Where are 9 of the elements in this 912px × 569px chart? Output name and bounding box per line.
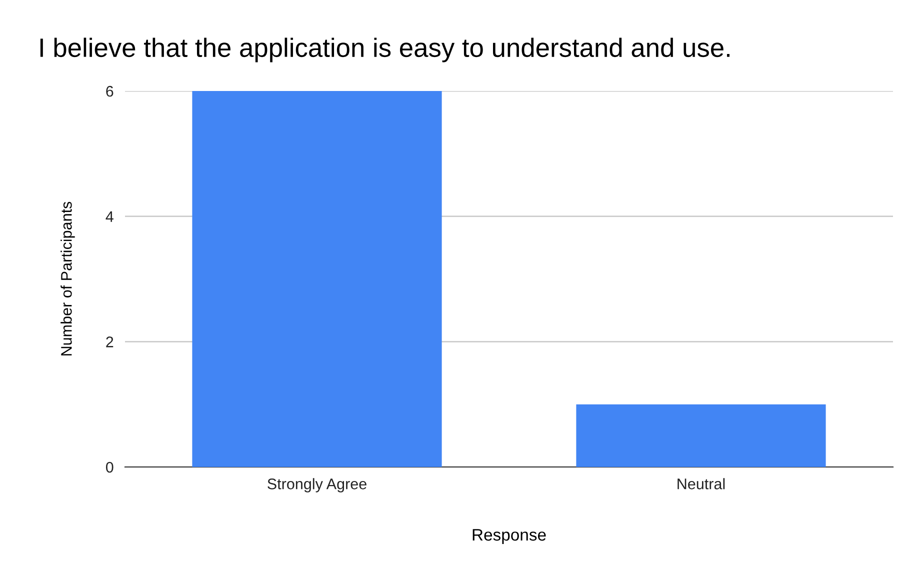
x-tick-label: Neutral [678, 478, 725, 490]
y-tick-label: 2 [106, 336, 114, 348]
y-tick-label: 0 [106, 462, 114, 473]
x-tick-label: Strongly Agree [268, 478, 366, 492]
y-axis-title: Number of Participants [60, 202, 75, 356]
y-tick-label: 4 [106, 211, 114, 222]
y-tick-label: 6 [106, 86, 114, 97]
chart-title: I believe that the application is easy to understand and use. [40, 38, 730, 62]
x-axis-title: Response [472, 529, 546, 544]
